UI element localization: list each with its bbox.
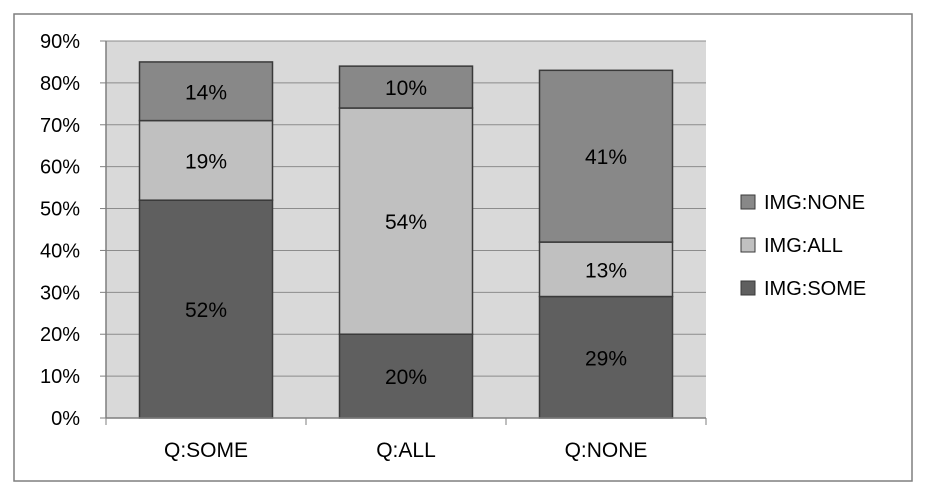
- y-tick-label: 40%: [40, 240, 80, 262]
- y-tick-label: 50%: [40, 199, 80, 221]
- data-label: 41%: [585, 146, 627, 169]
- bar-segment: [138, 199, 274, 419]
- legend-label: IMG:SOME: [764, 278, 866, 300]
- y-tick-label: 90%: [40, 31, 80, 53]
- data-label: 20%: [385, 366, 427, 389]
- legend-swatch: [740, 194, 756, 210]
- legend-swatch: [740, 237, 756, 253]
- y-tick-label: 10%: [40, 366, 80, 388]
- data-label: 19%: [185, 150, 227, 173]
- axes: [100, 40, 707, 425]
- x-tick-labels: Q:SOME Q:ALL Q:NONE: [164, 439, 647, 462]
- y-tick-labels: 0% 10% 20% 30% 40% 50% 60% 70% 80% 90%: [40, 31, 80, 430]
- bar-segment: [338, 107, 474, 335]
- bar-segment: [338, 65, 474, 109]
- legend-label: IMG:NONE: [764, 192, 865, 214]
- y-tick-label: 20%: [40, 324, 80, 346]
- y-tick-label: 80%: [40, 73, 80, 95]
- bar-segment: [538, 69, 674, 243]
- legend-label: IMG:ALL: [764, 235, 843, 257]
- y-tick-label: 70%: [40, 115, 80, 137]
- data-label: 10%: [385, 77, 427, 100]
- legend-swatch: [740, 280, 756, 296]
- bar-segment: [538, 295, 674, 419]
- y-tick-label: 60%: [40, 157, 80, 179]
- bar-segment: [138, 61, 274, 122]
- data-label: 52%: [185, 299, 227, 322]
- data-label: 29%: [585, 347, 627, 370]
- y-tick-label: 0%: [51, 408, 80, 430]
- y-tick-label: 30%: [40, 282, 80, 304]
- data-label: 54%: [385, 211, 427, 234]
- legend: IMG:NONE IMG:ALL IMG:SOME: [740, 192, 866, 300]
- x-tick-label: Q:NONE: [565, 439, 648, 462]
- bars: 52% 19% 14% 20% 54% 10% 29% 13% 41%: [138, 61, 674, 419]
- data-label: 13%: [585, 259, 627, 282]
- x-tick-label: Q:SOME: [164, 439, 248, 462]
- x-tick-label: Q:ALL: [376, 439, 436, 462]
- data-label: 14%: [185, 81, 227, 104]
